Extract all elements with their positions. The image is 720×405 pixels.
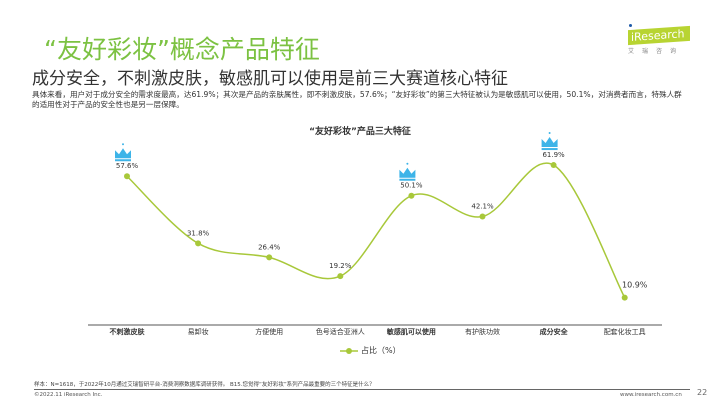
crown-icon <box>115 148 131 159</box>
category-label: 方便使用 <box>255 327 283 336</box>
category-label: 成分安全 <box>540 327 569 336</box>
legend-label: 占比（%） <box>361 346 401 355</box>
data-point <box>621 294 628 301</box>
website-url[interactable]: www.iresearch.com.cn <box>620 392 682 398</box>
iresearch-logo: iResearch 艾瑞咨询 <box>628 24 690 55</box>
data-point <box>550 162 557 169</box>
legend-marker-icon <box>340 347 358 354</box>
category-label: 敏感肌可以使用 <box>386 327 436 336</box>
data-label: 50.1% <box>400 182 423 190</box>
data-point <box>479 213 486 220</box>
data-label: 31.8% <box>187 229 210 237</box>
crown-icon <box>399 167 416 178</box>
category-label: 色号适合亚洲人 <box>316 327 365 336</box>
page-title: “友好彩妆”概念产品特征 <box>44 35 320 64</box>
crown-sparkle-icon <box>548 132 551 135</box>
data-label: 19.2% <box>329 262 352 270</box>
crown-sparkle-icon <box>406 162 409 165</box>
source-note: 样本：N=1618，于2022年10月通过艾瑞智研平台-消费洞察数据库调研获得。… <box>34 382 375 388</box>
crown-base-icon <box>115 159 131 162</box>
data-label: 61.9% <box>542 151 565 159</box>
page-number: 22 <box>697 388 708 397</box>
crown-icon <box>541 137 558 148</box>
category-label: 不刺激皮肤 <box>110 327 146 336</box>
data-label: 42.1% <box>471 203 494 211</box>
copyright: ©2022.11 iResearch Inc. <box>34 392 103 398</box>
crown-base-icon <box>541 148 558 151</box>
data-label: 26.4% <box>258 243 281 251</box>
data-point <box>124 173 130 180</box>
crown-base-icon <box>399 178 416 181</box>
legend: 占比（%） <box>340 345 401 356</box>
category-label: 易卸妆 <box>188 327 209 336</box>
data-label: 57.6% <box>116 162 139 170</box>
footer-divider <box>34 389 690 390</box>
data-point <box>408 192 415 199</box>
chart-title: “友好彩妆”产品三大特征 <box>309 127 411 137</box>
data-point <box>195 240 202 247</box>
description: 具体来看，用户对于成分安全的需求度最高，达61.9%；其次是产品的亲肤属性，即不… <box>32 90 682 109</box>
category-label: 配套化妆工具 <box>604 327 646 336</box>
data-label: 10.9% <box>622 281 648 290</box>
data-point <box>337 273 344 280</box>
category-label: 有护肤功效 <box>465 327 500 336</box>
data-point <box>266 254 273 261</box>
page-subtitle: 成分安全，不刺激皮肤，敏感肌可以使用是前三大赛道核心特征 <box>32 69 508 89</box>
crown-sparkle-icon <box>122 143 124 146</box>
